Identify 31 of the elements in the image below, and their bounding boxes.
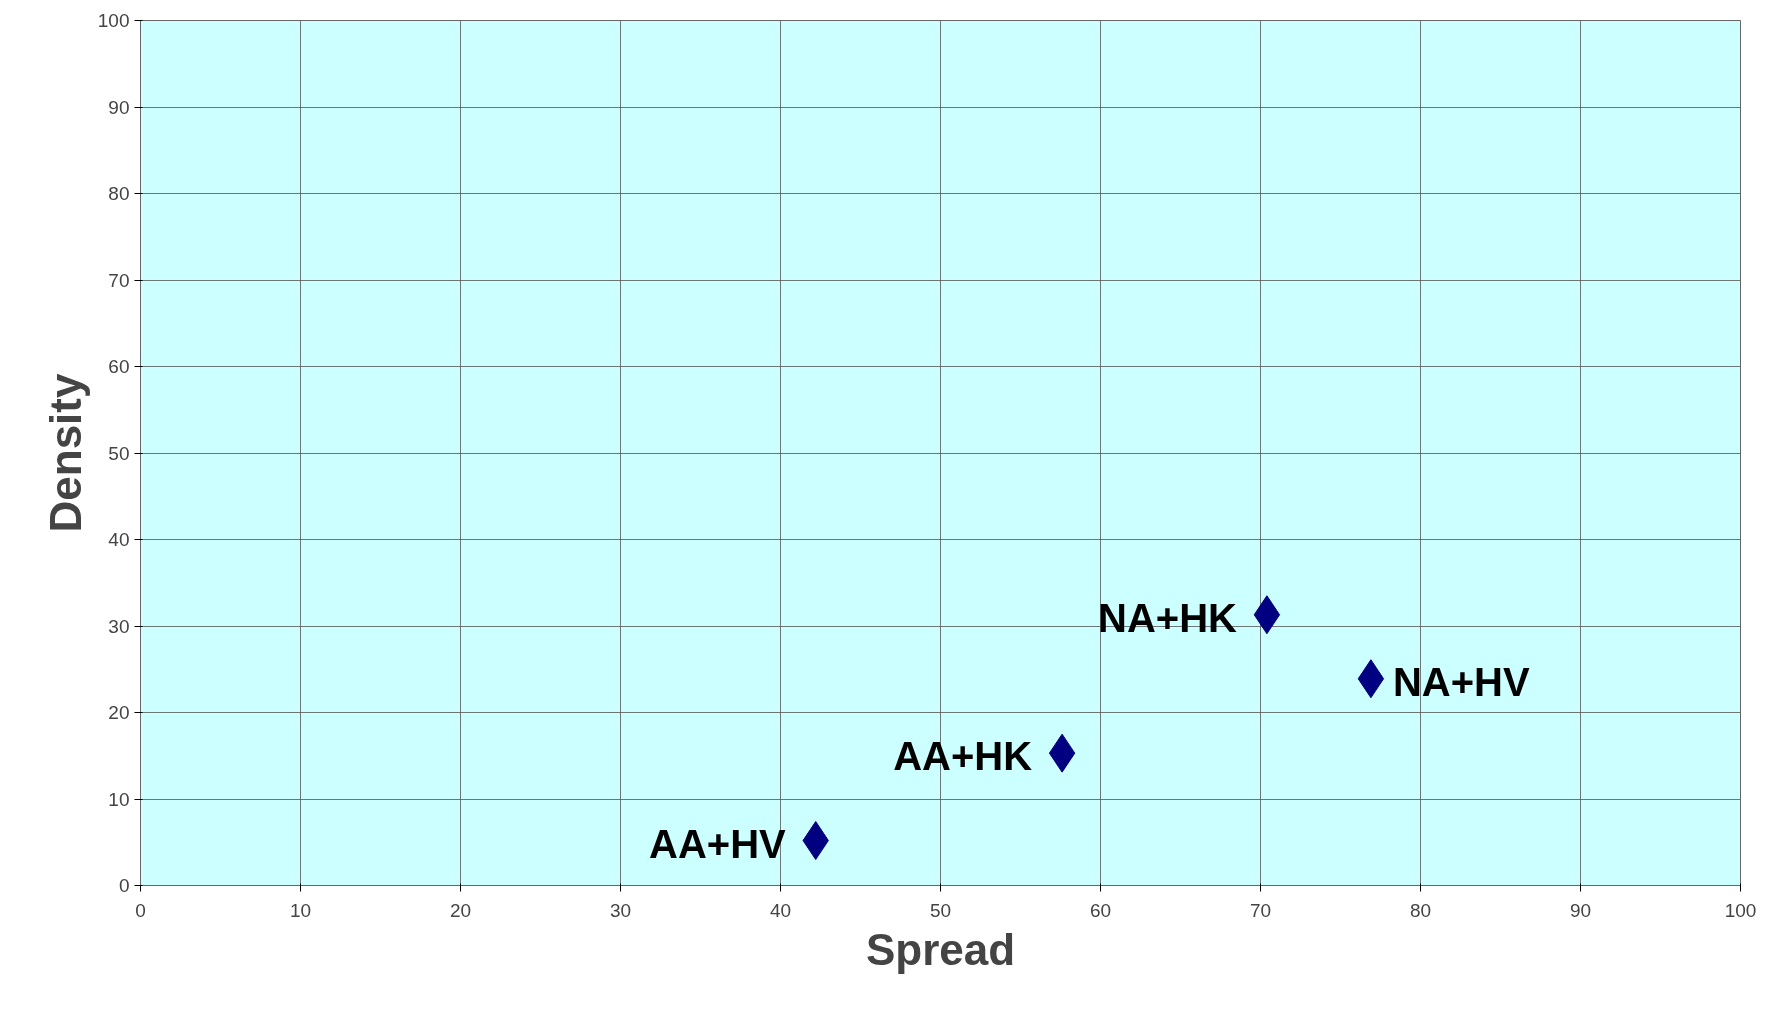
y-tick-label: 100 [97,10,130,31]
annotation: AA+HK [893,734,1033,779]
y-tick-label: 10 [108,788,130,810]
x-tick-label: 20 [449,899,472,921]
point [1253,595,1281,635]
annotation: AA+HV [649,821,787,866]
y-tick-label: 0 [118,875,130,896]
y-tick-label: 20 [108,702,130,723]
x-tick-label: 10 [289,899,312,921]
y-tick-label: 90 [108,96,130,118]
y-tick-label: 80 [108,183,130,204]
annotation: NA+HK [1097,595,1238,640]
x-tick-label: 30 [609,899,632,921]
x-tick-label: 90 [1569,899,1592,921]
y-axis-title: Density [40,373,90,533]
x-tick-label: 60 [1089,899,1112,921]
x-tick-label: 70 [1249,899,1272,921]
x-tick-label: 80 [1409,899,1432,921]
annotation: NA+HV [1392,659,1530,704]
y-tick-label: 30 [108,615,130,637]
point [1357,659,1385,699]
y-tick-label: 50 [108,442,130,464]
y-tick-label: 60 [108,356,130,377]
x-axis-title: Spread [865,924,1016,974]
y-tick-label: 70 [108,269,130,291]
x-tick-label: 0 [135,899,146,921]
x-tick-label: 50 [929,899,952,921]
x-tick-label: 40 [769,899,792,921]
point [1048,733,1076,773]
x-tick-label: 100 [1724,899,1757,921]
y-tick-label: 40 [108,529,130,550]
